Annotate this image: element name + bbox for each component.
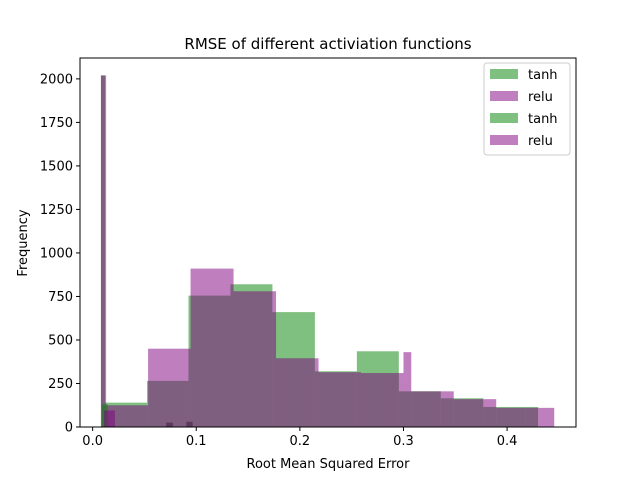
y-tick-label: 1500 — [40, 159, 73, 174]
legend-label-relu: relu — [528, 134, 553, 149]
legend-label-relu: relu — [528, 90, 553, 105]
y-axis-label: Frequency — [16, 209, 31, 276]
bar-series-1-relu-bin-0 — [100, 75, 107, 427]
y-tick-label: 750 — [48, 290, 73, 305]
y-tick-label: 1000 — [40, 246, 73, 261]
bar-series-1-relu-bin-1 — [106, 405, 149, 427]
bar-series-1-relu-bin-9 — [411, 391, 454, 427]
bar-series-3-relu-bin-2 — [186, 421, 193, 427]
x-tick-label: 0.2 — [290, 434, 311, 449]
bar-series-3-relu-bin-0 — [104, 410, 115, 427]
bars-layer — [100, 75, 555, 427]
x-tick-label: 0.0 — [82, 434, 103, 449]
bar-series-3-relu-bin-1 — [166, 422, 173, 427]
bar-series-1-relu-bin-3 — [190, 268, 234, 427]
plot-frame — [79, 57, 577, 428]
y-tick-label: 1750 — [40, 116, 73, 131]
legend-label-tanh: tanh — [528, 112, 558, 127]
bar-series-1-relu-bin-5 — [276, 358, 319, 427]
bar-series-1-relu-bin-4 — [233, 291, 277, 427]
axes-layer: 0.0 0.1 0.2 0.3 0.4 0 250 500 750 1000 1250 1500 175… — [40, 57, 577, 449]
x-tick-label: 0.1 — [186, 434, 207, 449]
x-axis-label: Root Mean Squared Error — [247, 457, 411, 472]
y-tick-label: 250 — [48, 377, 73, 392]
legend-box — [483, 62, 571, 156]
x-tick-label: 0.4 — [497, 434, 518, 449]
legend: tanh relu tanh relu — [483, 62, 571, 156]
y-tick-label: 500 — [48, 333, 73, 348]
bar-series-1-relu-bin-8 — [403, 352, 412, 427]
y-tick-label: 0 — [65, 421, 73, 436]
bar-series-1-relu-bin-10 — [453, 399, 497, 427]
bar-series-1-relu-bin-12 — [538, 407, 555, 427]
bar-series-1-relu-bin-7 — [361, 373, 404, 427]
bar-series-1-relu-bin-11 — [496, 407, 539, 427]
x-tick-label: 0.3 — [393, 434, 414, 449]
bar-series-1-relu-bin-6 — [318, 372, 362, 427]
y-tick-label: 1250 — [40, 203, 73, 218]
chart-title: RMSE of different activiation functions — [184, 35, 471, 53]
legend-label-tanh: tanh — [528, 68, 558, 83]
legend-swatch-relu — [490, 91, 518, 101]
y-tick-label: 2000 — [40, 72, 73, 87]
bar-series-1-relu-bin-2 — [148, 348, 191, 427]
legend-swatch-tanh — [490, 69, 518, 79]
legend-swatch-relu — [490, 135, 518, 145]
legend-swatch-tanh — [490, 113, 518, 123]
